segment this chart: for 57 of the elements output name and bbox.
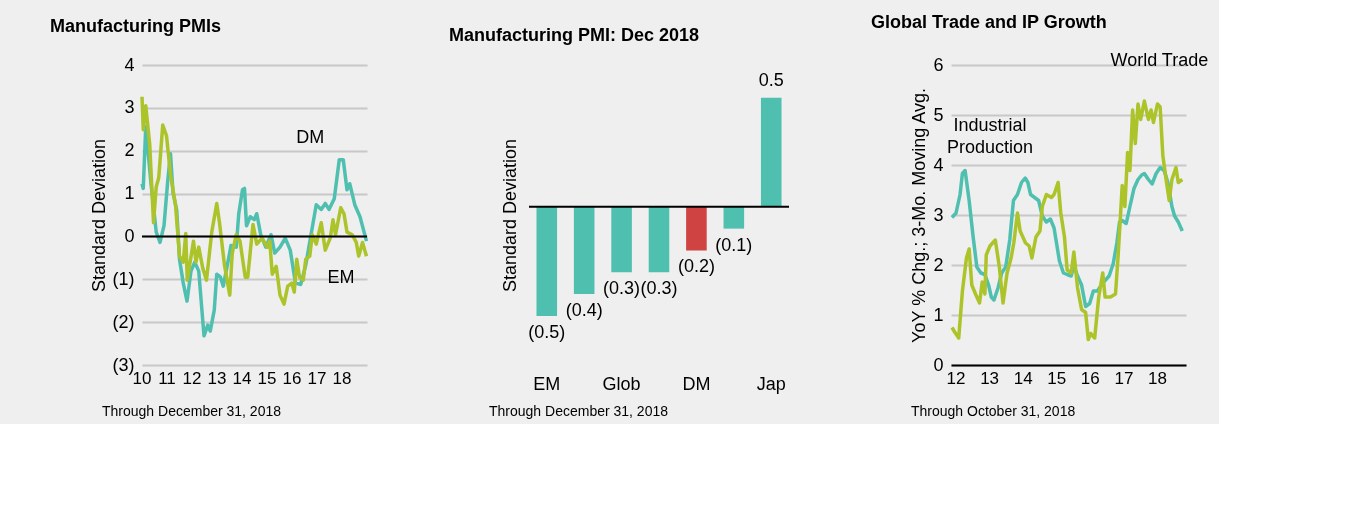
- x-tick-label: 16: [1080, 369, 1100, 388]
- y-tick-label: 3: [933, 204, 944, 225]
- line-series: [140, 94, 369, 306]
- x-tick-label: 14: [1013, 369, 1033, 388]
- x-tick-label: 14: [232, 369, 252, 388]
- data-label: 0.5: [758, 69, 784, 90]
- x-tick-label: 18: [1148, 369, 1167, 388]
- y-tick-label: 5: [933, 104, 944, 125]
- y-tick-label: (2): [112, 311, 135, 332]
- x-tick-label: Glob: [602, 373, 641, 394]
- y-tick-label: 1: [933, 304, 944, 325]
- y-tick-label: 6: [933, 54, 944, 75]
- y-tick-label: 0: [124, 225, 135, 246]
- chart-title: Manufacturing PMI: Dec 2018: [449, 25, 700, 45]
- data-label: (0.3): [640, 278, 678, 299]
- series-label: EM: [327, 267, 355, 288]
- text: Through December 31, 2018: [102, 403, 282, 419]
- x-tick-label: 13: [980, 369, 1000, 388]
- x-tick-label: 16: [282, 369, 302, 388]
- series-label: DM: [296, 126, 325, 147]
- x-tick-label: 13: [207, 369, 227, 388]
- chart-title: Manufacturing PMIs: [50, 16, 222, 36]
- data-label: (0.5): [528, 321, 566, 342]
- text: World Trade: [1110, 50, 1209, 70]
- text: Through December 31, 2018: [489, 403, 669, 419]
- line-series: [950, 99, 1185, 342]
- x-tick-label: EM: [533, 373, 561, 394]
- x-tick-label: 10: [132, 369, 152, 388]
- x-tick-label: 15: [257, 369, 277, 388]
- data-label: (0.1): [715, 234, 753, 255]
- series-label: Industrial Production: [947, 114, 1034, 157]
- data-label: (0.4): [565, 300, 603, 321]
- x-tick-label: Jap: [756, 373, 786, 394]
- x-tick-label: 11: [158, 369, 176, 388]
- chart-title: Global Trade and IP Growth: [870, 12, 1107, 32]
- y-tick-label: 4: [933, 154, 944, 175]
- data-label: (0.2): [677, 256, 715, 277]
- y-axis-title: Standard Deviation: [88, 138, 109, 293]
- x-tick-label: 18: [332, 369, 352, 388]
- y-tick-label: 3: [124, 97, 135, 118]
- y-tick-label: 2: [124, 140, 135, 161]
- text: Through October 31, 2018: [911, 403, 1076, 419]
- y-tick-label: 2: [933, 254, 944, 275]
- x-tick-label: 15: [1047, 369, 1067, 388]
- y-tick-label: 1: [124, 183, 135, 204]
- x-tick-label: 12: [182, 369, 202, 388]
- data-label: (0.3): [603, 278, 641, 299]
- y-tick-label: (3): [112, 354, 135, 375]
- x-tick-label: 17: [1114, 369, 1134, 388]
- x-tick-label: 17: [307, 369, 327, 388]
- x-tick-label: DM: [682, 373, 711, 394]
- y-tick-label: (1): [112, 268, 135, 289]
- y-axis-title: Standard Deviation: [499, 138, 520, 293]
- y-tick-label: 4: [124, 54, 135, 75]
- x-tick-label: 12: [946, 369, 966, 388]
- y-axis-title: YoY % Chg.; 3-Mo. Moving Avg.: [909, 88, 930, 343]
- y-tick-label: 0: [933, 354, 944, 375]
